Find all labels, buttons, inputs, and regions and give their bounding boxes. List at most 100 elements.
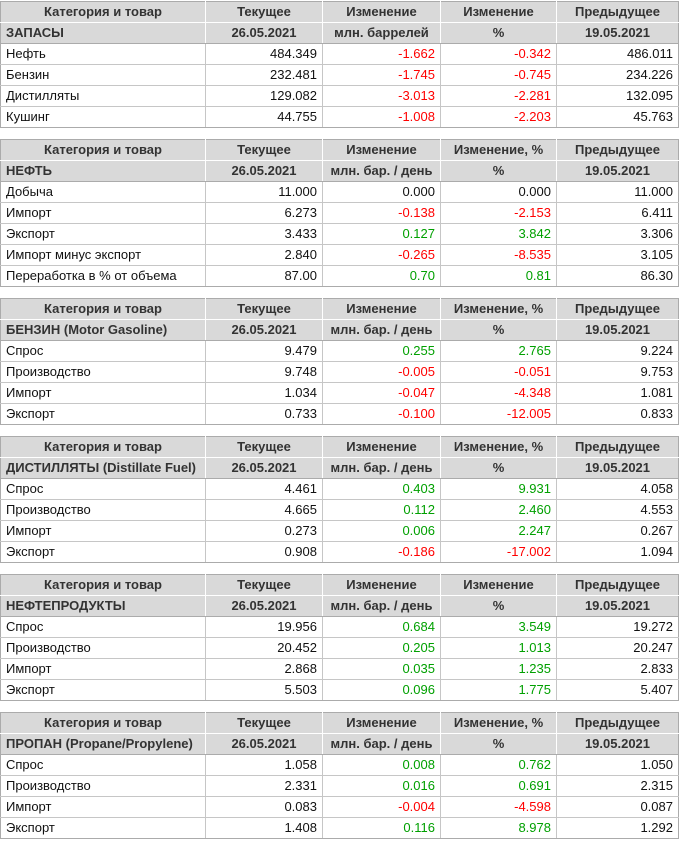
previous-value-cell: 0.267 (556, 520, 679, 542)
data-row: Дистилляты 129.082 -3.013 -2.281 132.095 (0, 85, 679, 107)
change-pct-value-cell: 0.81 (440, 265, 557, 287)
current-value-cell: 6.273 (205, 202, 323, 224)
section-header-row: ПРОПАН (Propane/Propylene) 26.05.2021 млн.… (0, 733, 679, 755)
change-pct-value-cell: 0.691 (440, 775, 557, 797)
change-pct-value-cell: 1.775 (440, 679, 557, 701)
column-header-category: Категория и товар (0, 139, 206, 161)
change-value-cell: -1.745 (322, 64, 441, 86)
change-value-cell: 0.112 (322, 499, 441, 521)
change-value-cell: -1.662 (322, 43, 441, 65)
previous-date-label: 19.05.2021 (556, 595, 679, 617)
change-value-cell: -0.047 (322, 382, 441, 404)
column-header-change-pct: Изменение (440, 1, 557, 23)
previous-value-cell: 11.000 (556, 181, 679, 203)
unit-label: млн. бар. / день (322, 733, 441, 755)
previous-date-label: 19.05.2021 (556, 457, 679, 479)
change-value-cell: -0.138 (322, 202, 441, 224)
current-value-cell: 484.349 (205, 43, 323, 65)
data-row: Импорт 1.034 -0.047 -4.348 1.081 (0, 382, 679, 404)
change-value-cell: 0.70 (322, 265, 441, 287)
category-cell: Производство (0, 775, 206, 797)
section-title: НЕФТЕПРОДУКТЫ (0, 595, 206, 617)
current-date-label: 26.05.2021 (205, 319, 323, 341)
previous-date-label: 19.05.2021 (556, 160, 679, 182)
column-header-current: Текущее (205, 139, 323, 161)
previous-value-cell: 6.411 (556, 202, 679, 224)
change-pct-value-cell: -4.598 (440, 796, 557, 818)
current-value-cell: 4.461 (205, 478, 323, 500)
previous-value-cell: 0.833 (556, 403, 679, 425)
category-cell: Спрос (0, 616, 206, 638)
change-pct-value-cell: -2.203 (440, 106, 557, 128)
previous-value-cell: 132.095 (556, 85, 679, 107)
column-header-change: Изменение (322, 139, 441, 161)
column-header-category: Категория и товар (0, 712, 206, 734)
category-cell: Производство (0, 637, 206, 659)
data-row: Производство 9.748 -0.005 -0.051 9.753 (0, 361, 679, 383)
current-value-cell: 232.481 (205, 64, 323, 86)
data-row: Импорт 0.273 0.006 2.247 0.267 (0, 520, 679, 542)
column-header-change-pct: Изменение, % (440, 712, 557, 734)
previous-value-cell: 234.226 (556, 64, 679, 86)
change-value-cell: 0.205 (322, 637, 441, 659)
change-value-cell: 0.127 (322, 223, 441, 245)
current-value-cell: 1.058 (205, 754, 323, 776)
column-header-current: Текущее (205, 712, 323, 734)
data-row: Спрос 4.461 0.403 9.931 4.058 (0, 478, 679, 500)
change-value-cell: 0.006 (322, 520, 441, 542)
change-pct-value-cell: 2.765 (440, 340, 557, 362)
column-header-row: Категория и товар Текущее Изменение Изменен… (0, 436, 679, 458)
section-title: БЕНЗИН (Motor Gasoline) (0, 319, 206, 341)
column-header-row: Категория и товар Текущее Изменение Изменен… (0, 1, 679, 23)
column-header-current: Текущее (205, 298, 323, 320)
change-value-cell: 0.403 (322, 478, 441, 500)
change-value-cell: 0.000 (322, 181, 441, 203)
change-value-cell: 0.035 (322, 658, 441, 680)
current-value-cell: 87.00 (205, 265, 323, 287)
data-row: Спрос 19.956 0.684 3.549 19.272 (0, 616, 679, 638)
data-row: Производство 20.452 0.205 1.013 20.247 (0, 637, 679, 659)
current-value-cell: 0.273 (205, 520, 323, 542)
category-cell: Импорт (0, 796, 206, 818)
current-value-cell: 0.908 (205, 541, 323, 563)
change-pct-value-cell: -17.002 (440, 541, 557, 563)
previous-value-cell: 45.763 (556, 106, 679, 128)
section-header-row: ДИСТИЛЛЯТЫ (Distillate Fuel) 26.05.2021 мл… (0, 457, 679, 479)
change-value-cell: -3.013 (322, 85, 441, 107)
change-pct-value-cell: -0.745 (440, 64, 557, 86)
change-value-cell: 0.684 (322, 616, 441, 638)
current-value-cell: 5.503 (205, 679, 323, 701)
unit-label: млн. бар. / день (322, 595, 441, 617)
column-header-row: Категория и товар Текущее Изменение Изменен… (0, 574, 679, 596)
category-cell: Спрос (0, 478, 206, 500)
current-value-cell: 2.331 (205, 775, 323, 797)
change-pct-value-cell: 3.842 (440, 223, 557, 245)
table-gasoline: Категория и товар Текущее Изменение Изменен… (0, 298, 679, 425)
change-value-cell: -0.265 (322, 244, 441, 266)
section-title: ДИСТИЛЛЯТЫ (Distillate Fuel) (0, 457, 206, 479)
column-header-row: Категория и товар Текущее Изменение Изменен… (0, 712, 679, 734)
data-row: Экспорт 0.908 -0.186 -17.002 1.094 (0, 541, 679, 563)
data-row: Добыча 11.000 0.000 0.000 11.000 (0, 181, 679, 203)
previous-value-cell: 20.247 (556, 637, 679, 659)
category-cell: Спрос (0, 340, 206, 362)
change-pct-value-cell: -8.535 (440, 244, 557, 266)
current-value-cell: 1.408 (205, 817, 323, 839)
section-title: ПРОПАН (Propane/Propylene) (0, 733, 206, 755)
category-cell: Нефть (0, 43, 206, 65)
data-row: Спрос 1.058 0.008 0.762 1.050 (0, 754, 679, 776)
change-pct-value-cell: 3.549 (440, 616, 557, 638)
data-row: Производство 2.331 0.016 0.691 2.315 (0, 775, 679, 797)
table-petroleum-products: Категория и товар Текущее Изменение Изменен… (0, 574, 679, 701)
column-header-change: Изменение (322, 298, 441, 320)
data-row: Спрос 9.479 0.255 2.765 9.224 (0, 340, 679, 362)
current-value-cell: 9.748 (205, 361, 323, 383)
current-value-cell: 1.034 (205, 382, 323, 404)
section-title: НЕФТЬ (0, 160, 206, 182)
change-pct-value-cell: 1.235 (440, 658, 557, 680)
column-header-previous: Предыдущее (556, 139, 679, 161)
data-row: Бензин 232.481 -1.745 -0.745 234.226 (0, 64, 679, 86)
category-cell: Кушинг (0, 106, 206, 128)
change-value-cell: 0.008 (322, 754, 441, 776)
